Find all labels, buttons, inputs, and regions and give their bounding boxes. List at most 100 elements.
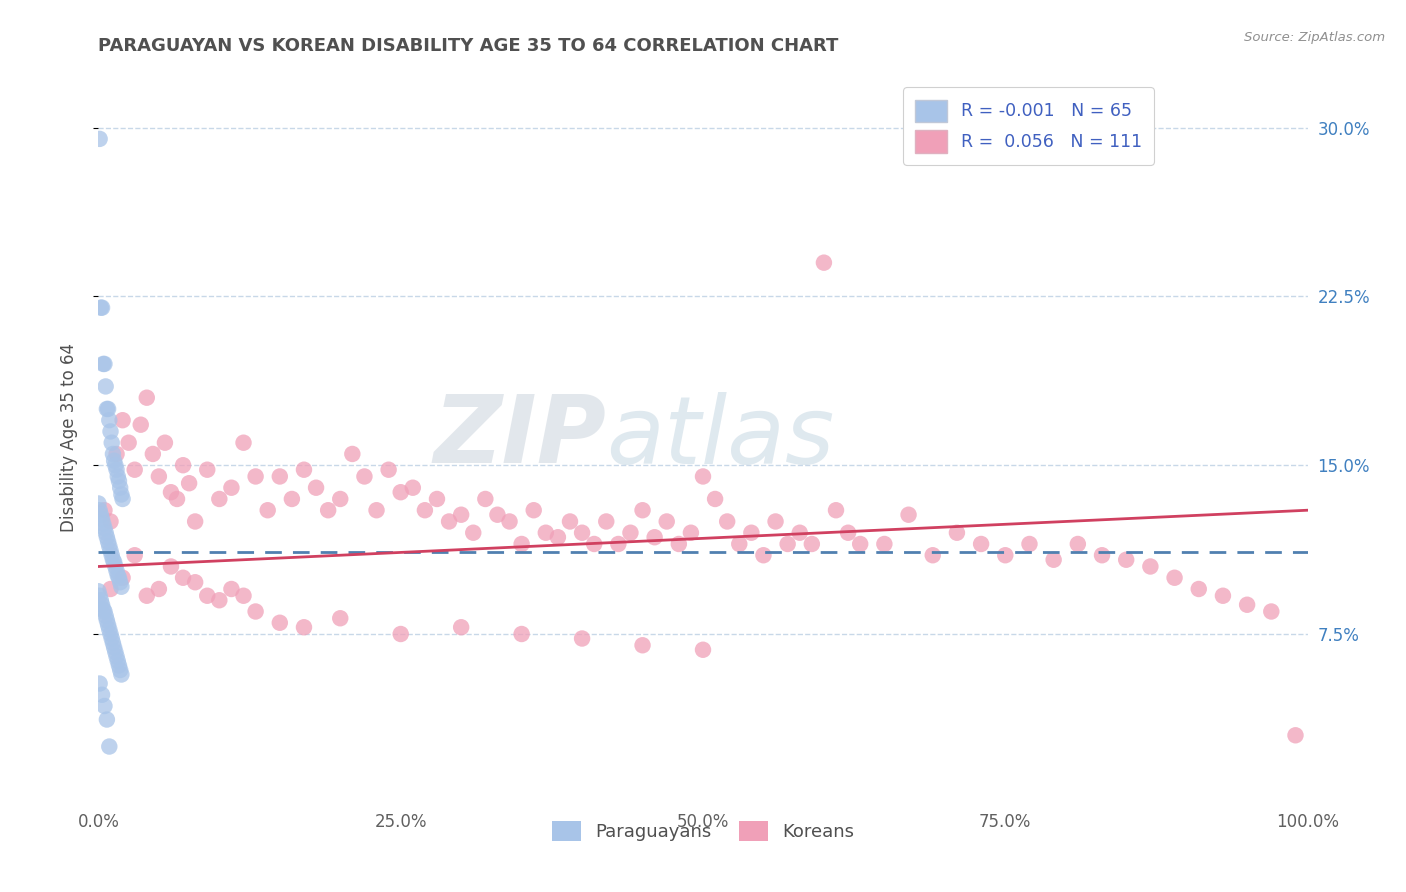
Point bbox=[232, 435, 254, 450]
Point bbox=[232, 589, 254, 603]
Point bbox=[96, 530, 118, 544]
Point bbox=[111, 491, 134, 506]
Point bbox=[135, 589, 157, 603]
Point bbox=[292, 463, 315, 477]
Y-axis label: Disability Age 35 to 64: Disability Age 35 to 64 bbox=[59, 343, 77, 532]
Point bbox=[148, 582, 170, 596]
Point bbox=[100, 632, 122, 646]
Point bbox=[124, 548, 146, 562]
Point bbox=[107, 469, 129, 483]
Point bbox=[87, 496, 110, 510]
Point bbox=[994, 548, 1017, 562]
Point bbox=[281, 491, 304, 506]
Point bbox=[103, 555, 125, 569]
Point bbox=[510, 627, 533, 641]
Point bbox=[450, 508, 472, 522]
Point bbox=[96, 614, 118, 628]
Point bbox=[97, 401, 120, 416]
Point bbox=[93, 357, 115, 371]
Point bbox=[692, 642, 714, 657]
Point bbox=[486, 508, 509, 522]
Point bbox=[571, 632, 593, 646]
Point bbox=[547, 530, 569, 544]
Point bbox=[87, 584, 110, 599]
Point bbox=[353, 469, 375, 483]
Point bbox=[269, 615, 291, 630]
Point bbox=[93, 521, 115, 535]
Point bbox=[256, 503, 278, 517]
Point bbox=[179, 476, 201, 491]
Point bbox=[184, 575, 207, 590]
Point bbox=[124, 463, 146, 477]
Point bbox=[426, 491, 449, 506]
Point bbox=[91, 512, 114, 526]
Point bbox=[89, 503, 111, 517]
Point bbox=[160, 485, 183, 500]
Point bbox=[571, 525, 593, 540]
Point bbox=[316, 503, 339, 517]
Point bbox=[90, 301, 112, 315]
Text: PARAGUAYAN VS KOREAN DISABILITY AGE 35 TO 64 CORRELATION CHART: PARAGUAYAN VS KOREAN DISABILITY AGE 35 T… bbox=[98, 37, 839, 54]
Text: Source: ZipAtlas.com: Source: ZipAtlas.com bbox=[1244, 31, 1385, 45]
Point bbox=[1260, 605, 1282, 619]
Point bbox=[110, 667, 132, 681]
Point bbox=[142, 447, 165, 461]
Point bbox=[1188, 582, 1211, 596]
Point bbox=[98, 539, 121, 553]
Point bbox=[148, 469, 170, 483]
Point bbox=[221, 481, 243, 495]
Point bbox=[1067, 537, 1090, 551]
Point bbox=[389, 627, 412, 641]
Point bbox=[437, 515, 460, 529]
Point bbox=[101, 636, 124, 650]
Point bbox=[631, 638, 654, 652]
Point bbox=[129, 417, 152, 432]
Point bbox=[89, 589, 111, 603]
Point bbox=[91, 688, 114, 702]
Point bbox=[96, 713, 118, 727]
Point bbox=[100, 548, 122, 562]
Point bbox=[103, 453, 125, 467]
Point bbox=[98, 413, 121, 427]
Point bbox=[366, 503, 388, 517]
Point bbox=[583, 537, 606, 551]
Point bbox=[90, 508, 112, 522]
Point bbox=[740, 525, 762, 540]
Point bbox=[160, 559, 183, 574]
Point bbox=[108, 474, 131, 488]
Point bbox=[897, 508, 920, 522]
Point bbox=[100, 425, 122, 439]
Point bbox=[172, 458, 194, 473]
Point bbox=[94, 525, 117, 540]
Point bbox=[377, 463, 399, 477]
Point bbox=[153, 435, 176, 450]
Point bbox=[1139, 559, 1161, 574]
Point bbox=[97, 618, 120, 632]
Point bbox=[108, 575, 131, 590]
Point bbox=[789, 525, 811, 540]
Point bbox=[510, 537, 533, 551]
Point bbox=[523, 503, 546, 517]
Point bbox=[1091, 548, 1114, 562]
Point bbox=[195, 463, 218, 477]
Point bbox=[105, 463, 128, 477]
Point bbox=[100, 543, 122, 558]
Point bbox=[463, 525, 485, 540]
Point bbox=[1284, 728, 1306, 742]
Point bbox=[101, 553, 124, 567]
Point bbox=[100, 435, 122, 450]
Point bbox=[644, 530, 666, 544]
Point bbox=[166, 491, 188, 506]
Point bbox=[105, 564, 128, 578]
Point bbox=[91, 598, 114, 612]
Point bbox=[498, 515, 520, 529]
Point bbox=[105, 447, 128, 461]
Point bbox=[108, 571, 131, 585]
Point bbox=[93, 605, 115, 619]
Point bbox=[89, 132, 111, 146]
Point bbox=[765, 515, 787, 529]
Point bbox=[607, 537, 630, 551]
Point bbox=[107, 654, 129, 668]
Point bbox=[118, 435, 141, 450]
Point bbox=[100, 515, 122, 529]
